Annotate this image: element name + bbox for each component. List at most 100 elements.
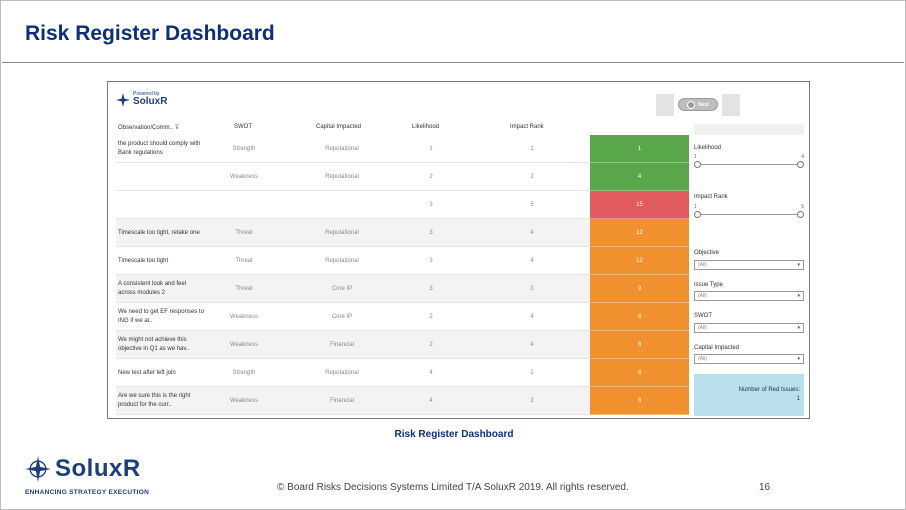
observation-cell: New test after left join (118, 369, 176, 376)
swot-cell: Weakness (230, 398, 258, 404)
observation-cell: the product should comply with Bank regu… (118, 141, 201, 156)
nav-placeholder-right (722, 94, 740, 116)
swot-cell (212, 191, 276, 219)
table-row[interactable]: New test after left join Strength Reputati… (116, 359, 590, 387)
table-row[interactable]: A consistent look and feel across module… (116, 275, 590, 303)
header-impact: Impact Rank (510, 124, 544, 130)
swot-cell: Threat (235, 258, 253, 264)
page-title: Risk Register Dashboard (25, 22, 275, 45)
risk-score-column: 1 4 15 12 12 9 8 8 8 8 (590, 135, 689, 415)
capital-cell: Reputational (325, 258, 359, 264)
swot-cell: Weakness (230, 174, 258, 180)
swot-value: (All) (698, 325, 707, 331)
capital-cell: Core IP (331, 286, 353, 292)
swot-dropdown[interactable]: (All) ▾ (694, 323, 804, 333)
impact-range: 1 5 (694, 204, 804, 210)
filter-capital-label: Capital Impacted (694, 345, 740, 351)
swot-cell: Threat (235, 230, 253, 236)
page-number: 16 (759, 482, 771, 493)
table-row[interactable]: Weakness Reputational 2 2 (116, 163, 590, 191)
slider-max-handle[interactable] (797, 161, 804, 168)
figure-caption: Risk Register Dashboard (394, 429, 514, 440)
slider-track (697, 214, 801, 215)
capital-cell: Core IP (331, 314, 353, 320)
brand-name: SoluxR (55, 455, 141, 482)
slider-track (697, 164, 801, 165)
risk-score-cell: 15 (590, 191, 689, 219)
impact-cell: 4 (530, 258, 534, 264)
header-observation[interactable]: Observation/Comm.. ⊽ (118, 125, 180, 131)
impact-cell: 1 (530, 146, 534, 152)
impact-cell: 2 (530, 370, 534, 376)
dropdown-arrow-icon: ▾ (797, 262, 800, 268)
likelihood-slider[interactable] (694, 161, 804, 168)
likelihood-cell: 2 (429, 314, 433, 320)
dropdown-arrow-icon: ▾ (797, 356, 800, 362)
table-row[interactable]: We might not achieve this objective in Q… (116, 331, 590, 359)
table-row[interactable]: Timescale too tight Threat Reputational 3 4 (116, 247, 590, 275)
header-likelihood: Likelihood (412, 124, 440, 130)
risk-score-cell: 4 (590, 163, 689, 191)
swot-cell: Weakness (230, 314, 258, 320)
capital-cell: Reputational (325, 174, 359, 180)
table-row[interactable]: Timescale too tight, retake one Threat Rep… (116, 219, 590, 247)
slider-max-handle[interactable] (797, 211, 804, 218)
observation-cell: We might not achieve this objective in Q… (118, 337, 190, 352)
red-issues-count: 1 (796, 396, 800, 402)
risk-score-cell: 12 (590, 247, 689, 275)
swot-cell: Strength (232, 370, 256, 376)
next-button[interactable]: Next (678, 98, 718, 111)
impact-cell: 4 (530, 230, 534, 236)
likelihood-cell: 3 (429, 286, 433, 292)
risk-score-cell: 12 (590, 219, 689, 247)
dropdown-arrow-icon: ▾ (797, 293, 800, 299)
observation-cell (118, 191, 204, 219)
risk-score-cell: 8 (590, 303, 689, 331)
filter-objective-label: Objective (694, 250, 720, 256)
slider-min-handle[interactable] (694, 161, 701, 168)
capital-dropdown[interactable]: (All) ▾ (694, 354, 804, 364)
impact-cell: 3 (530, 286, 534, 292)
likelihood-cell: 4 (429, 370, 433, 376)
impact-min: 1 (694, 204, 697, 210)
observation-cell: Timescale too tight (118, 257, 169, 264)
impact-cell: 2 (530, 174, 534, 180)
slider-min-handle[interactable] (694, 211, 701, 218)
filter-impact-label: Impact Rank (694, 194, 728, 200)
nav-placeholder-left (656, 94, 674, 116)
issue-type-value: (All) (698, 293, 707, 299)
compass-star-icon (25, 456, 51, 482)
dashboard-screenshot: Powered by SoluxR Next Observation/Comm.… (107, 81, 810, 419)
objective-dropdown[interactable]: (All) ▾ (694, 260, 804, 270)
capital-cell: Financial (329, 342, 354, 348)
powered-by-label: Powered by (133, 91, 160, 97)
likelihood-cell: 2 (429, 174, 433, 180)
compass-star-icon (116, 92, 130, 107)
observation-cell: Timescale too tight, retake one (118, 229, 200, 236)
swot-cell: Weakness (230, 342, 258, 348)
capital-cell: Reputational (325, 370, 359, 376)
impact-slider[interactable] (694, 211, 804, 218)
likelihood-cell: 4 (429, 398, 433, 404)
table-row[interactable]: We need to get EF responses to ING if we… (116, 303, 590, 331)
issue-type-dropdown[interactable]: (All) ▾ (694, 291, 804, 301)
capital-value: (All) (698, 356, 707, 362)
likelihood-cell: 1 (429, 146, 433, 152)
brand-logo: SoluxR ENHANCING STRATEGY EXECUTION (25, 455, 149, 496)
table-row[interactable]: the product should comply with Bank regu… (116, 135, 590, 163)
next-controls: Next (656, 94, 796, 116)
risk-score-cell: 9 (590, 275, 689, 303)
red-issues-label: Number of Red Issues: (738, 387, 800, 393)
impact-cell: 2 (530, 398, 534, 404)
dashboard-logo: Powered by SoluxR (116, 92, 167, 107)
table-row[interactable]: Are we sure this is the right product fo… (116, 387, 590, 415)
red-issues-card: Number of Red Issues: 1 (694, 374, 804, 416)
impact-max: 5 (801, 204, 804, 210)
capital-cell: Financial (329, 398, 354, 404)
filter-likelihood-label: Likelihood (694, 145, 722, 151)
next-arrow-icon (687, 100, 696, 109)
sort-icon[interactable]: ⊽ (174, 125, 180, 131)
header-capital: Capital Impacted (316, 124, 362, 130)
